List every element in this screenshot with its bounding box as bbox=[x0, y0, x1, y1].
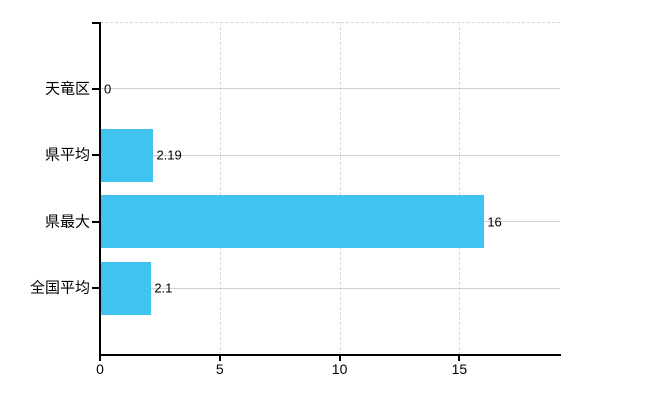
y-axis-tick bbox=[92, 154, 100, 157]
x-tick-label: 0 bbox=[96, 361, 104, 377]
horizontal-gridline bbox=[100, 154, 560, 156]
bar-value-label: 0 bbox=[104, 81, 112, 97]
x-axis-line bbox=[99, 354, 561, 356]
y-axis-tick bbox=[92, 87, 100, 90]
category-label: 全国平均 bbox=[29, 279, 90, 297]
x-axis-tick bbox=[458, 356, 461, 361]
y-axis-line bbox=[99, 22, 101, 355]
x-axis-tick bbox=[218, 356, 221, 361]
bar-value-label: 2.1 bbox=[154, 280, 173, 296]
horizontal-gridline bbox=[100, 88, 560, 90]
vertical-gridline bbox=[219, 22, 221, 355]
y-axis-tick bbox=[92, 287, 100, 290]
vertical-gridline bbox=[459, 22, 461, 355]
y-axis-top-tick bbox=[92, 22, 100, 24]
bar-1 bbox=[101, 128, 154, 182]
x-tick-label: 10 bbox=[331, 361, 348, 377]
category-label: 天竜区 bbox=[44, 80, 90, 98]
bar-2 bbox=[101, 195, 485, 249]
x-axis-tick bbox=[99, 356, 101, 361]
category-label: 県最大 bbox=[44, 213, 90, 231]
bar-value-label: 16 bbox=[487, 214, 502, 230]
plot-top-border bbox=[100, 22, 560, 23]
horizontal-gridline bbox=[100, 287, 560, 289]
vertical-gridline bbox=[339, 22, 341, 355]
category-label: 県平均 bbox=[44, 146, 90, 164]
x-tick-label: 5 bbox=[215, 361, 224, 377]
y-axis-tick bbox=[92, 220, 100, 223]
bar-value-label: 2.19 bbox=[156, 147, 182, 163]
bar-3 bbox=[101, 261, 152, 315]
x-axis-tick bbox=[338, 356, 341, 361]
x-tick-label: 15 bbox=[451, 361, 468, 377]
